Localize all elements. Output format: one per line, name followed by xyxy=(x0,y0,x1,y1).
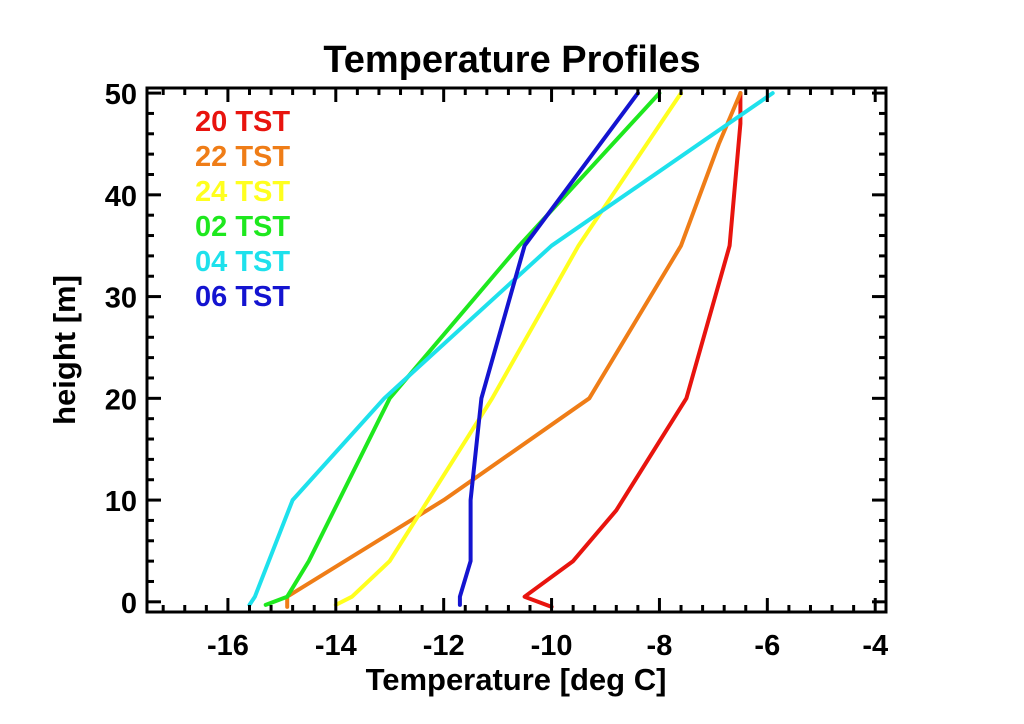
chart-title: Temperature Profiles xyxy=(323,39,700,81)
x-tick-label: -16 xyxy=(207,630,249,662)
x-tick-label: -10 xyxy=(531,630,573,662)
legend-entry-5: 06 TST xyxy=(195,281,290,313)
x-tick-label: -8 xyxy=(647,630,673,662)
y-tick-label: 20 xyxy=(105,384,137,416)
legend-entry-0: 20 TST xyxy=(195,106,290,138)
series-line-0 xyxy=(522,91,743,609)
series-line-5 xyxy=(457,91,640,607)
x-tick-label: -6 xyxy=(754,630,780,662)
y-tick-label: 30 xyxy=(105,283,137,315)
x-tick-label: -14 xyxy=(315,630,357,662)
x-tick-label: -12 xyxy=(423,630,465,662)
series-line-2 xyxy=(333,91,683,607)
series-line-1 xyxy=(285,91,743,609)
legend-entry-1: 22 TST xyxy=(195,141,290,173)
legend-entry-4: 04 TST xyxy=(195,246,290,278)
y-tick-label: 40 xyxy=(105,181,137,213)
y-axis-label: height [m] xyxy=(47,275,82,425)
x-tick-label: -4 xyxy=(862,630,888,662)
plot-frame xyxy=(145,86,888,614)
y-tick-label: 0 xyxy=(121,588,137,620)
legend-entry-2: 24 TST xyxy=(195,176,290,208)
x-axis-label: Temperature [deg C] xyxy=(366,662,667,697)
series-line-4 xyxy=(247,91,775,607)
axis-layer: -16 -14 -12 -10 -8 -6 -4 0 10 20 30 40 50 xyxy=(105,79,888,662)
series-layer xyxy=(247,91,775,609)
legend-entry-3: 02 TST xyxy=(195,211,290,243)
y-tick-label: 50 xyxy=(105,79,137,111)
y-tick-label: 10 xyxy=(105,486,137,518)
